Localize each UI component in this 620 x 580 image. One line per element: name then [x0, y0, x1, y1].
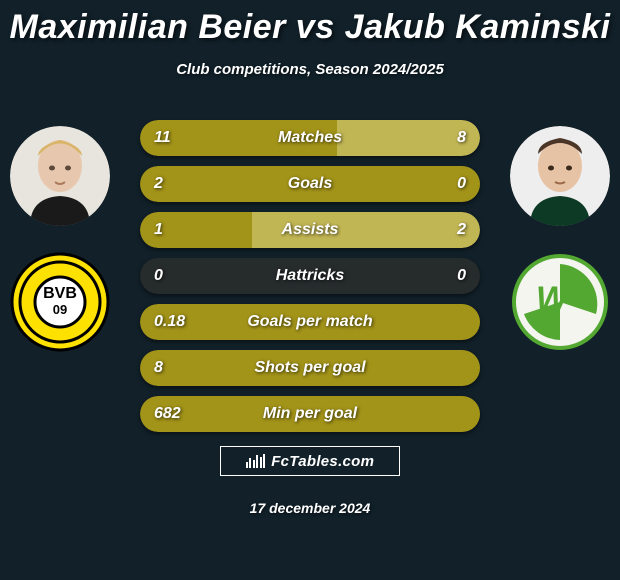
stats-container: 11Matches82Goals01Assists20Hattricks00.1… [140, 120, 480, 442]
stat-row: 2Goals0 [140, 166, 480, 202]
stat-value-right: 0 [457, 258, 466, 294]
club-left-crest: BVB 09 [10, 252, 110, 352]
stat-value-right: 8 [457, 120, 466, 156]
stat-row: 682Min per goal [140, 396, 480, 432]
stat-label: Goals per match [140, 304, 480, 340]
stat-value-right: 0 [457, 166, 466, 202]
stat-label: Matches [140, 120, 480, 156]
player-right-avatar [510, 126, 610, 226]
stat-row: 8Shots per goal [140, 350, 480, 386]
svg-text:09: 09 [53, 302, 67, 317]
stat-row: 0Hattricks0 [140, 258, 480, 294]
fctables-logo: FcTables.com [220, 446, 400, 476]
player-left-avatar [10, 126, 110, 226]
stat-row: 0.18Goals per match [140, 304, 480, 340]
logo-text: FcTables.com [271, 453, 374, 470]
svg-text:L: L [560, 301, 577, 332]
page-title: Maximilian Beier vs Jakub Kaminski [0, 0, 620, 47]
stat-label: Goals [140, 166, 480, 202]
stat-row: 11Matches8 [140, 120, 480, 156]
stat-row: 1Assists2 [140, 212, 480, 248]
date-label: 17 december 2024 [0, 500, 620, 516]
subtitle: Club competitions, Season 2024/2025 [0, 61, 620, 78]
svg-text:BVB: BVB [43, 285, 77, 302]
stat-label: Hattricks [140, 258, 480, 294]
stat-value-right: 2 [457, 212, 466, 248]
club-right-crest: W L [510, 252, 610, 352]
bars-icon [246, 454, 266, 468]
stat-label: Shots per goal [140, 350, 480, 386]
stat-label: Assists [140, 212, 480, 248]
stat-label: Min per goal [140, 396, 480, 432]
